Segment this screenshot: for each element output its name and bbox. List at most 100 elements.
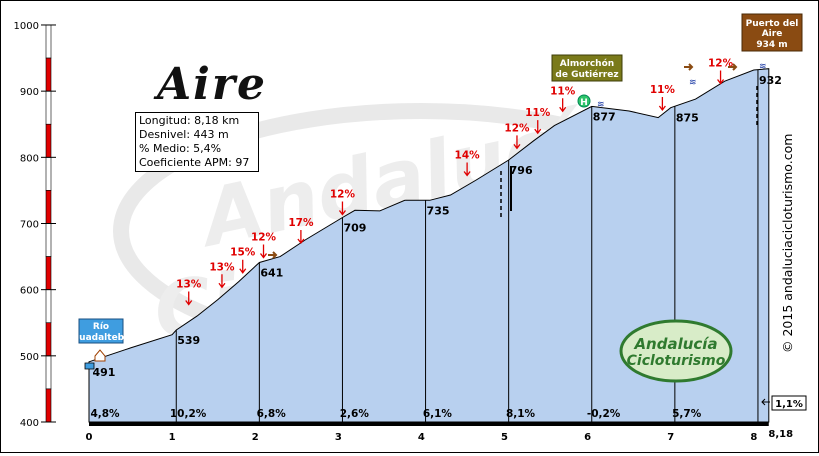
y-axis-band [45,157,52,191]
slope-label: 12% [708,57,734,69]
house-icon [94,349,106,362]
elevation-label: 491 [92,366,115,379]
y-axis-band [45,90,52,125]
slope-label: 11% [550,85,576,97]
y-axis-band [45,322,52,357]
coefficient-line: Coeficiente APM: 97 [139,156,250,169]
elevation-label: 877 [593,110,616,123]
slope-arrow-icon [463,162,471,177]
profile-area [88,68,770,426]
arrow-right-icon [684,63,694,71]
elevation-label: 932 [759,74,782,87]
fountain-icon: ≋ [597,100,605,110]
x-tick-label: 2 [252,432,259,443]
km-gradient-label: -0,2% [587,408,621,420]
slope-label: 14% [455,149,481,161]
arrow-right-icon [728,63,738,71]
km-gradient-label: 6,8% [257,408,287,420]
km-gradient-labels: 4,8% 10,2% 6,8% 2,6% 6,1% 8,1% -0,2% 5,7% [90,408,701,420]
slope-arrow-icon [218,274,226,289]
y-axis-band [45,355,52,390]
slope-arrow-icon [185,291,193,306]
start-sign-line-1: Río [93,322,109,332]
summit-fountain-icon: ≋ [759,62,767,72]
slope-arrow-icon [534,120,542,135]
slope-label: 15% [230,247,256,259]
start-sign-line-2: Guadalteba [72,333,130,343]
elevation-label: 875 [676,112,699,125]
slope-label: 11% [525,107,551,119]
elevation-label: 796 [510,164,533,177]
elevation-label: 539 [177,334,200,347]
tunnel-markers [500,86,758,219]
summit-sign-line-1: Puerto del [746,19,799,29]
climb-info-box: Longitud: 8,18 km Desnivel: 443 m % Medi… [135,112,259,172]
last-segment-gradient-label: 1,1% [775,399,803,410]
arrow-left-icon [761,398,770,406]
y-axis-band [45,57,52,92]
copyright-text: © 2015 andaluciacicloturismo.com [780,133,795,353]
summit-sign: Puerto del Aire 934 m ≋ [741,13,803,72]
climb-line: Desnivel: 443 m [139,128,229,141]
summit-sign-line-2: Aire [762,29,783,39]
x-tick-label: 3 [335,432,342,443]
hostel-icon-letter: H [580,98,588,108]
x-tick-label: 8 [750,432,757,443]
km-gradient-label: 6,1% [423,408,453,420]
slope-arrow-icon [297,229,305,245]
y-axis-band [45,256,52,290]
elevation-label: 709 [343,222,366,235]
km-gradient-label: 4,8% [90,408,120,420]
brand-stamp-line-1: Andalucía [633,335,717,353]
chart-title: Aire [157,59,268,110]
x-tick-label: 0 [86,432,93,443]
length-line: Longitud: 8,18 km [139,114,240,127]
y-tick-label: 1000 [14,21,39,32]
slope-arrow-icon [559,98,567,113]
x-tick-label: 4 [418,432,425,443]
average-line: % Medio: 5,4% [139,142,222,155]
brand-stamp-line-2: Cicloturismo [627,353,726,369]
slope-arrow-icon [658,96,666,112]
y-axis-band [45,123,52,158]
elevation-label: 641 [260,267,283,280]
y-axis-band [45,223,52,257]
y-tick-label: 400 [20,418,39,429]
slope-arrow-icon [338,201,346,216]
x-axis: 0 1 2 3 4 5 6 7 8 8,18 [86,429,794,443]
slope-label: 12% [251,232,277,244]
y-axis-band [45,24,52,59]
fountain-icon: ≋ [689,78,697,88]
almorchon-sign-line-1: Almorchón [560,58,614,69]
km-gradient-label: 10,2% [170,408,207,420]
slope-label: 12% [504,122,530,134]
y-tick-label: 900 [20,87,39,98]
x-tick-label: 7 [667,432,674,443]
almorchon-sign: Almorchón de Gutiérrez H ≋ [551,54,623,110]
arrow-right-icon [268,251,278,259]
elevation-label: 735 [427,204,450,217]
x-tick-label: 1 [169,432,176,443]
slope-arrow-icon [513,135,521,150]
km-gradient-label: 2,6% [340,408,370,420]
slope-label: 11% [650,84,676,96]
slope-label: 12% [330,189,356,201]
slope-arrow-icon [239,259,247,274]
direction-arrows: ≋ [268,63,738,259]
slope-arrow-icon [717,70,725,85]
hostel-icon [577,94,591,108]
y-tick-label: 500 [20,352,39,363]
y-axis-band [45,289,52,324]
km-gradient-label: 8,1% [506,408,536,420]
slope-label: 13% [209,261,235,273]
y-tick-label: 600 [20,286,39,297]
road-strip [89,422,769,426]
almorchon-sign-line-2: de Gutiérrez [555,69,618,80]
y-axis-band [45,190,52,224]
x-tick-label: 5 [501,432,508,443]
start-sign: Río Guadalteba [72,318,130,370]
slope-label: 13% [176,278,202,290]
km-gradient-label: 5,7% [672,408,702,420]
